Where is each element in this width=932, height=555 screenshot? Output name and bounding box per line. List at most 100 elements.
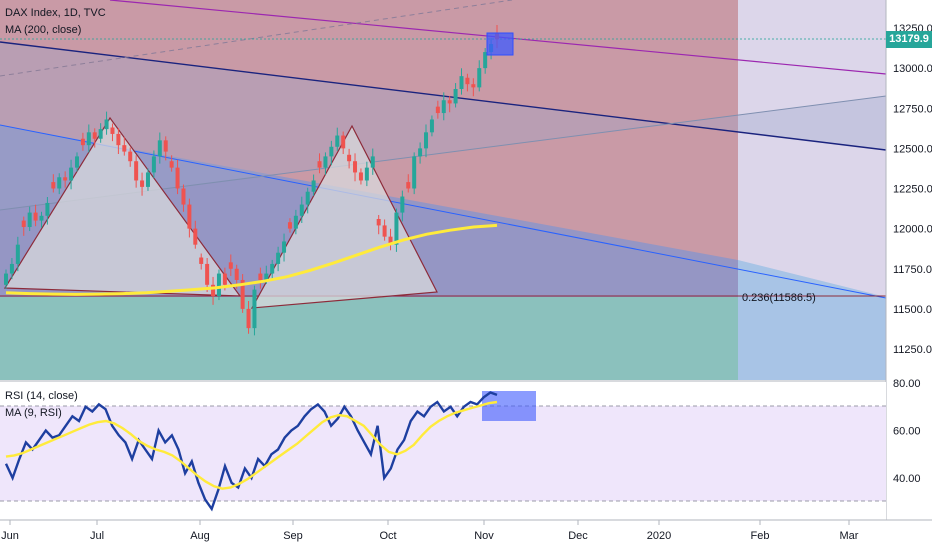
candle bbox=[270, 259, 275, 280]
candle bbox=[471, 78, 476, 97]
channel-top-line bbox=[0, 41, 887, 151]
candle bbox=[394, 208, 399, 252]
rsi-tick-1: 60.00 bbox=[893, 426, 921, 438]
price-tick-4: 12250.0 bbox=[893, 184, 932, 196]
candle bbox=[140, 172, 145, 196]
time-tick-1: Jul bbox=[90, 530, 104, 542]
candle bbox=[483, 48, 488, 74]
candle bbox=[51, 174, 56, 193]
main-legend: DAX Index, 1D, TVC MA (200, close) bbox=[5, 5, 106, 39]
candle bbox=[145, 168, 150, 191]
candle bbox=[175, 159, 180, 195]
candle bbox=[400, 190, 405, 222]
candle bbox=[406, 174, 411, 193]
candle bbox=[435, 100, 440, 119]
candle bbox=[228, 254, 233, 276]
candle bbox=[282, 233, 287, 262]
candle bbox=[122, 137, 127, 156]
candle bbox=[187, 198, 192, 238]
candle bbox=[92, 128, 97, 148]
time-tick-2: Aug bbox=[190, 530, 210, 542]
last-price-tag: 13179.9 bbox=[886, 31, 932, 48]
candle bbox=[418, 142, 423, 164]
candle bbox=[86, 124, 91, 153]
candle bbox=[364, 161, 369, 187]
candle bbox=[329, 140, 334, 166]
candle bbox=[169, 155, 174, 172]
fib-zone-lower bbox=[0, 297, 738, 380]
candle bbox=[163, 136, 168, 161]
highlight-box-price[interactable] bbox=[486, 32, 514, 56]
projection-zone-blue bbox=[738, 260, 886, 380]
time-tick-5: Nov bbox=[474, 530, 494, 542]
price-tick-6: 11750.0 bbox=[893, 264, 932, 276]
time-axis: Jun Jul Aug Sep Oct Nov Dec 2020 Feb Mar bbox=[1, 520, 859, 542]
price-tick-7: 11500.0 bbox=[893, 304, 932, 316]
highlight-box-rsi[interactable] bbox=[482, 391, 536, 421]
rsi-axis: 80.00 60.00 40.00 bbox=[893, 378, 921, 485]
price-tick-1: 13000.0 bbox=[893, 63, 932, 75]
time-tick-8: Feb bbox=[751, 530, 770, 542]
candle bbox=[246, 301, 251, 334]
candle bbox=[199, 253, 204, 270]
candle bbox=[311, 174, 316, 196]
candle bbox=[27, 206, 32, 232]
candle bbox=[15, 236, 20, 272]
candle bbox=[347, 148, 352, 169]
candle bbox=[240, 274, 245, 313]
price-axis-bg bbox=[886, 0, 932, 520]
candle bbox=[424, 124, 429, 158]
candle bbox=[252, 285, 257, 336]
candle bbox=[293, 209, 298, 235]
ma-legend[interactable]: MA (200, close) bbox=[5, 24, 82, 36]
candle bbox=[353, 153, 358, 182]
candle bbox=[157, 132, 162, 164]
candle bbox=[211, 276, 216, 305]
candle bbox=[477, 60, 482, 92]
rsi-tick-0: 80.00 bbox=[893, 378, 921, 390]
candle bbox=[258, 267, 263, 289]
candle bbox=[80, 132, 85, 151]
candle bbox=[205, 257, 210, 293]
candle bbox=[317, 153, 322, 174]
candle bbox=[110, 123, 115, 142]
candle bbox=[104, 111, 109, 135]
candle bbox=[151, 150, 156, 179]
candle bbox=[4, 269, 8, 289]
time-tick-4: Oct bbox=[379, 530, 396, 542]
price-tick-8: 11250.0 bbox=[893, 344, 932, 356]
price-tick-2: 12750.0 bbox=[893, 103, 932, 115]
candle bbox=[323, 152, 328, 175]
candle bbox=[128, 147, 133, 167]
ma200-line bbox=[5, 223, 498, 296]
rsi-ma-line bbox=[5, 400, 498, 490]
left-shoulder-triangle bbox=[3, 116, 242, 297]
candle bbox=[216, 269, 221, 301]
price-tick-5: 12000.0 bbox=[893, 224, 932, 236]
candle bbox=[69, 159, 74, 190]
time-tick-3: Sep bbox=[283, 530, 303, 542]
candle bbox=[21, 216, 26, 236]
candle bbox=[412, 152, 417, 195]
candle bbox=[74, 152, 79, 172]
fib-level-label: 0.236(11586.5) bbox=[742, 292, 816, 304]
candle bbox=[39, 211, 44, 228]
symbol-legend[interactable]: DAX Index, 1D, TVC bbox=[5, 7, 106, 19]
candle bbox=[441, 92, 446, 121]
rsi-legend-item[interactable]: RSI (14, close) bbox=[5, 390, 78, 402]
candle bbox=[459, 68, 464, 95]
candle bbox=[98, 123, 103, 143]
time-tick-0: Jun bbox=[1, 530, 19, 542]
candle bbox=[9, 257, 14, 280]
candle bbox=[181, 184, 186, 212]
candle bbox=[453, 83, 458, 108]
rsi-line bbox=[4, 391, 498, 512]
price-tick-3: 12500.0 bbox=[893, 143, 932, 155]
candle bbox=[429, 115, 434, 137]
rsi-legend: RSI (14, close) MA (9, RSI) bbox=[5, 388, 78, 422]
rsi-ma-legend-item[interactable]: MA (9, RSI) bbox=[5, 407, 62, 419]
candle bbox=[465, 73, 470, 92]
candle bbox=[63, 171, 68, 188]
